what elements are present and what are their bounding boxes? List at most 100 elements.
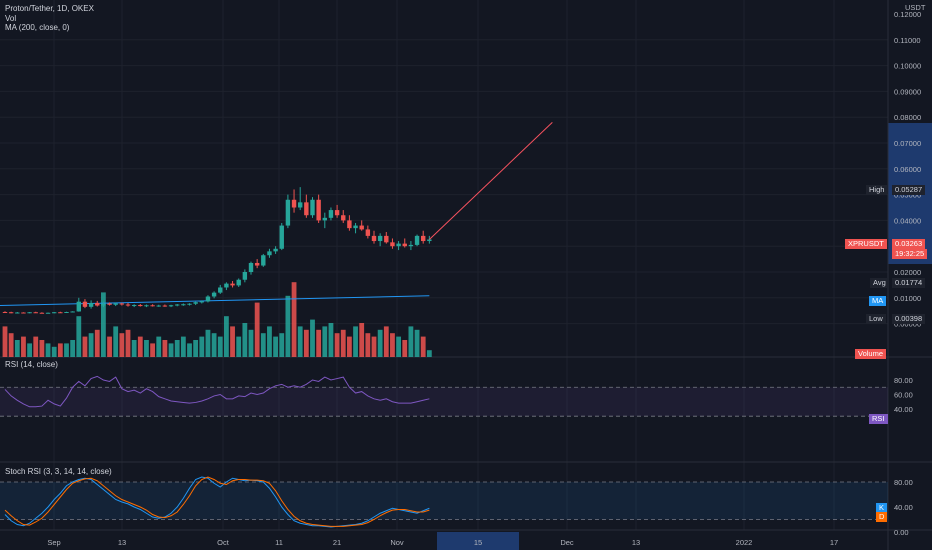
ma-legend[interactable]: MA (200, close, 0) (5, 23, 70, 32)
candle-body (95, 302, 100, 306)
candle-body (150, 305, 155, 307)
candle-body (230, 283, 235, 286)
volume-bar (334, 333, 340, 357)
stoch-rsi-pane (0, 476, 888, 528)
rsi-tick-label: 40.00 (894, 405, 913, 414)
stoch-tick-label: 80.00 (894, 478, 913, 487)
volume-bar (217, 336, 223, 357)
last-price: 0.03263 (892, 239, 926, 249)
candle-body (390, 242, 395, 247)
volume-bar (57, 343, 63, 357)
candle-body (113, 303, 118, 305)
candle-body (242, 272, 248, 280)
time-tick-label: 13 (632, 538, 640, 547)
volume-bar (353, 326, 358, 357)
low-label: Low (866, 314, 886, 324)
candle-body (131, 305, 137, 307)
price-grid (0, 0, 888, 530)
stoch-k-line (4, 476, 430, 528)
price-tick-label: 0.09000 (894, 87, 921, 96)
volume-bar (144, 340, 149, 357)
candle-body (328, 210, 334, 218)
volume-bar (420, 336, 426, 357)
candle-body (341, 215, 346, 221)
volume-bar (396, 336, 401, 357)
volume-bar (45, 343, 51, 357)
stoch-d-tag: D (876, 512, 888, 522)
candle-body (2, 311, 8, 313)
volume-bar (285, 295, 291, 357)
bar-countdown: 19:32:25 (892, 249, 928, 259)
time-tick-label: Sep (47, 538, 60, 547)
high-label: High (866, 185, 888, 195)
volume-bar (254, 302, 260, 357)
volume-bar (180, 336, 186, 357)
volume-bar (310, 319, 315, 357)
candle-body (304, 202, 309, 216)
volume-bar (211, 333, 217, 357)
candle-body (402, 243, 407, 247)
candle-body (365, 229, 371, 236)
time-highlight-band (437, 532, 519, 550)
volume-bar (279, 333, 285, 357)
volume-bar (76, 316, 82, 357)
price-axis[interactable]: 0.12000 0.11000 0.10000 0.09000 0.08000 0.070… (894, 10, 921, 537)
stoch-d-line (4, 476, 430, 527)
ma-price-tag: MA (869, 296, 887, 306)
currency-label: USDT (905, 3, 926, 12)
volume-bar (236, 336, 242, 357)
candle-body (377, 235, 383, 242)
price-tick-label: 0.10000 (894, 62, 921, 71)
avg-label: Avg (870, 278, 889, 288)
rsi-tick-label: 60.00 (894, 390, 913, 399)
volume-bar (113, 326, 119, 357)
rsi-legend[interactable]: RSI (14, close) (5, 360, 58, 369)
candle-body (119, 303, 125, 305)
volume-bar (205, 329, 211, 357)
candle-body (359, 225, 364, 230)
trend-line[interactable] (429, 121, 553, 240)
volume-bar (14, 340, 20, 357)
candle-body (181, 304, 186, 306)
candle-body (64, 311, 69, 313)
candle-body (162, 305, 168, 307)
candle-body (427, 239, 432, 242)
time-axis[interactable]: Sep 13 Oct 11 21 Nov 15 Dec 13 2022 17 (47, 532, 838, 550)
volume-bar (150, 343, 155, 357)
volume-bar (193, 340, 199, 357)
time-tick-label: 17 (830, 538, 838, 547)
candle-body (298, 202, 303, 208)
volume-bar (101, 292, 106, 357)
volume-bar (33, 336, 39, 357)
candle-body (353, 225, 358, 229)
candlesticks[interactable] (2, 187, 432, 314)
vol-legend[interactable]: Vol (5, 14, 17, 23)
candle-body (168, 305, 174, 307)
candle-body (261, 255, 266, 266)
volume-bar (8, 333, 14, 357)
price-tick-label: 0.01000 (894, 294, 921, 303)
volume-bar (230, 326, 235, 357)
rsi-tick-label: 80.00 (894, 376, 913, 385)
volume-bar (371, 336, 377, 357)
volume-bar (402, 340, 408, 357)
volume-bar (291, 282, 297, 357)
volume-tag: Volume (855, 349, 887, 359)
volume-bar (248, 329, 254, 357)
candle-body (347, 220, 352, 229)
candle-body (273, 248, 278, 252)
candle-body (15, 312, 20, 314)
volume-bar (88, 333, 94, 357)
volume-bar (340, 329, 346, 357)
candle-body (70, 311, 75, 313)
time-tick-label: Oct (217, 538, 230, 547)
time-tick-label: Nov (390, 538, 404, 547)
time-tick-label: 21 (333, 538, 341, 547)
high-value: 0.05287 (892, 185, 926, 195)
candle-body (82, 301, 88, 307)
low-value: 0.00398 (892, 314, 926, 324)
volume-bar (414, 329, 420, 357)
stoch-legend[interactable]: Stoch RSI (3, 3, 14, 14, close) (5, 467, 112, 476)
rsi-pane (0, 375, 888, 417)
symbol-title[interactable]: Proton/Tether, 1D, OKEX (5, 4, 94, 13)
